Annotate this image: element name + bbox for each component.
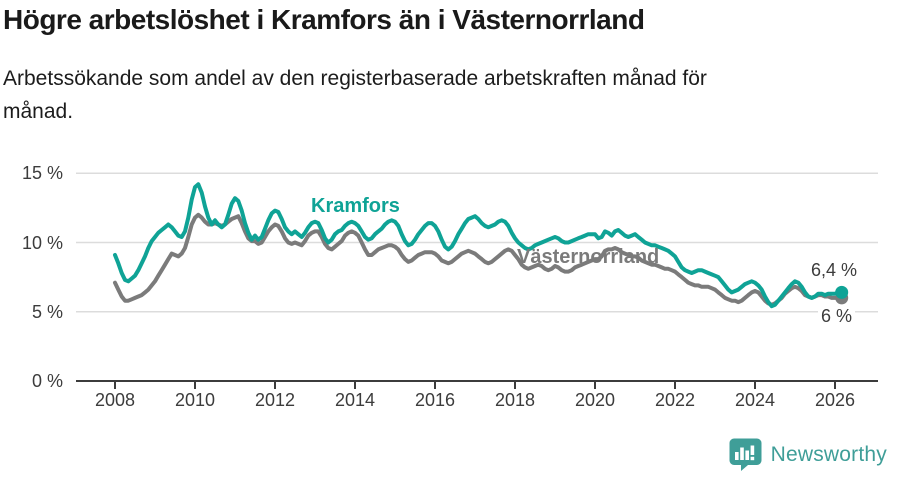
- newsworthy-logo-text: Newsworthy: [770, 442, 887, 466]
- x-axis-label: 2018: [494, 390, 536, 410]
- series-label-vasternorrland: Västernorrland: [517, 246, 660, 268]
- line-kramfors: [113, 182, 844, 309]
- x-axis-label: 2010: [174, 390, 216, 410]
- chart-subtitle: Arbetssökande som andel av den registerb…: [3, 67, 707, 123]
- x-axis-label: 2022: [654, 390, 696, 410]
- x-axis-label: 2026: [814, 390, 856, 410]
- x-axis-label: 2024: [734, 390, 776, 410]
- y-axis-label: 5 %: [31, 301, 63, 322]
- line-västernorrland: [113, 212, 844, 307]
- page-title: Högre arbetslöshet i Kramfors än i Väste…: [3, 4, 645, 35]
- y-axis-label: 0 %: [31, 371, 63, 391]
- x-axis-label: 2020: [574, 390, 616, 410]
- newsworthy-logo-icon: [729, 438, 762, 471]
- newsworthy-logo: Newsworthy: [729, 438, 887, 471]
- y-axis-label: 10 %: [21, 232, 63, 253]
- x-axis-label: 2016: [414, 390, 456, 410]
- end-value-label-kramfors: 6,4 %: [808, 260, 861, 280]
- x-axis-label: 2012: [254, 390, 296, 410]
- x-axis-label: 2008: [94, 390, 136, 410]
- y-axis-label: 15 %: [21, 163, 63, 184]
- end-value-label-vasternorrland: 6 %: [818, 306, 856, 326]
- x-axis-label: 2014: [334, 390, 376, 410]
- end-dot-kramfors: [835, 285, 849, 299]
- series-label-kramfors: Kramfors: [311, 195, 400, 217]
